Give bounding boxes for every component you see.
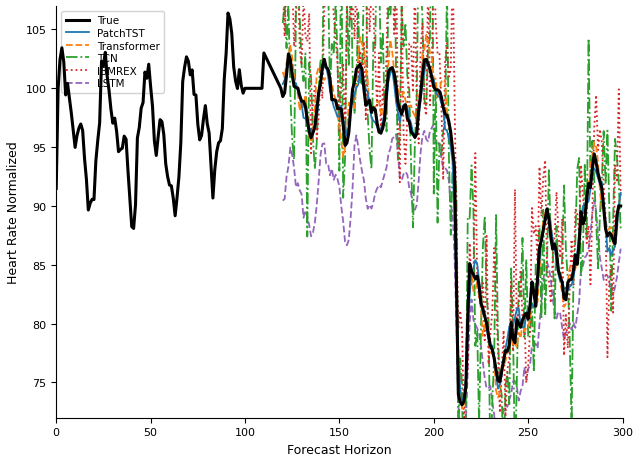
- LSTM: [388, 137, 396, 142]
- LSTM: [528, 343, 536, 348]
- Line: LSTM: LSTM: [283, 125, 621, 460]
- LSTM: [617, 246, 625, 252]
- IBMREX: [398, 1, 406, 7]
- Line: TCN: TCN: [283, 0, 621, 463]
- PatchTST: [387, 71, 394, 76]
- TCN: [617, 226, 625, 232]
- PatchTST: [398, 110, 406, 115]
- Transformer: [387, 38, 394, 44]
- IBMREX: [564, 345, 572, 351]
- Transformer: [528, 302, 536, 308]
- Legend: True, PatchTST, Transformer, TCN, IBMREX, LSTM: True, PatchTST, Transformer, TCN, IBMREX…: [61, 12, 164, 94]
- True: [52, 186, 60, 192]
- PatchTST: [388, 68, 396, 73]
- Transformer: [398, 94, 406, 100]
- PatchTST: [564, 288, 572, 294]
- True: [532, 304, 540, 309]
- TCN: [387, 15, 394, 20]
- PatchTST: [528, 302, 536, 307]
- True: [458, 402, 466, 408]
- Transformer: [617, 197, 625, 202]
- True: [54, 87, 62, 93]
- Line: PatchTST: PatchTST: [283, 61, 621, 400]
- LSTM: [398, 178, 406, 184]
- True: [568, 277, 575, 282]
- True: [388, 66, 396, 71]
- True: [617, 204, 625, 209]
- Transformer: [564, 281, 572, 286]
- True: [224, 11, 232, 17]
- Y-axis label: Heart Rate Normalized: Heart Rate Normalized: [7, 141, 20, 284]
- True: [400, 105, 408, 111]
- IBMREX: [528, 206, 536, 211]
- TCN: [564, 276, 572, 282]
- IBMREX: [617, 194, 625, 200]
- TCN: [528, 300, 536, 306]
- Line: IBMREX: IBMREX: [283, 0, 621, 425]
- Transformer: [388, 50, 396, 56]
- Line: True: True: [56, 14, 621, 405]
- LSTM: [564, 327, 572, 333]
- Line: Transformer: Transformer: [283, 36, 621, 409]
- True: [390, 71, 398, 77]
- X-axis label: Forecast Horizon: Forecast Horizon: [287, 443, 392, 456]
- TCN: [398, 5, 406, 11]
- PatchTST: [617, 191, 625, 196]
- LSTM: [387, 147, 394, 152]
